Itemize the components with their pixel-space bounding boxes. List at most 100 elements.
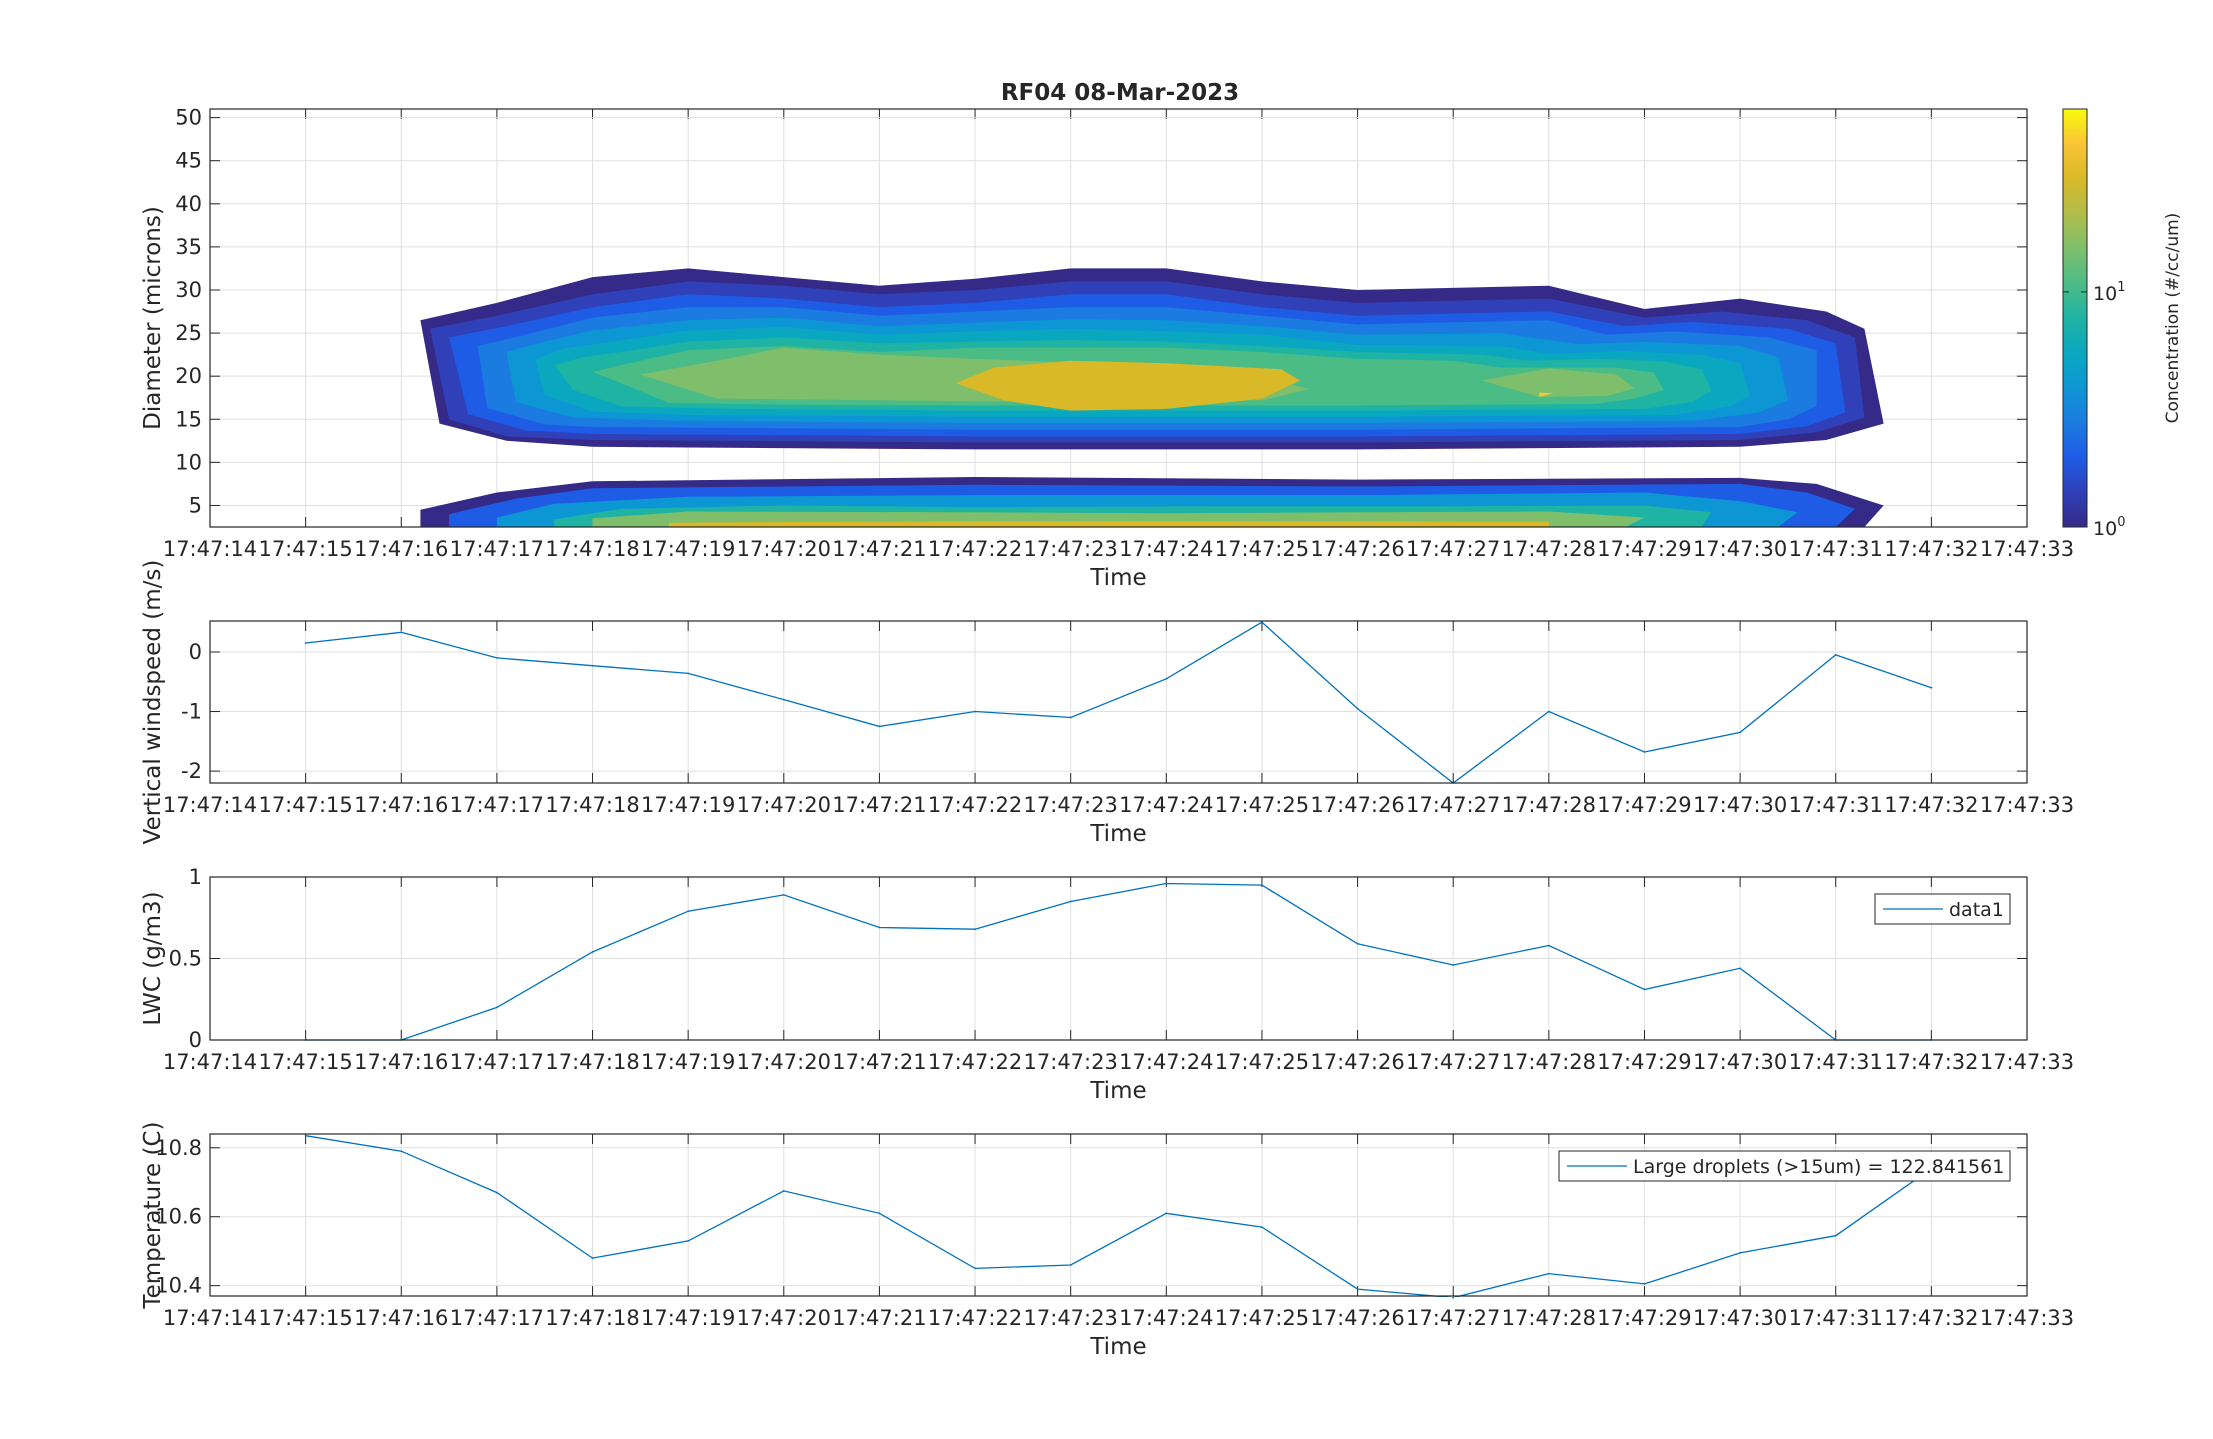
x-tick-label: 17:47:18 [545,793,639,817]
data-point [1739,967,1741,970]
data-point [687,910,690,913]
x-tick-label: 17:47:20 [737,1050,831,1074]
x-tick-label: 17:47:14 [163,537,257,561]
x-tick-label: 17:47:24 [1119,537,1213,561]
contour-level-12 [1539,392,1554,397]
legend-box [1558,1150,2011,1182]
panel-3: 17:47:14 17:47:15 17:47:16 17:47:17 17:47:18… [140,865,2074,1104]
data-point [496,1006,498,1009]
x-axis-label: Time [1089,1078,1146,1104]
data-point [304,642,307,644]
x-tick-label: 17:47:33 [1980,793,2074,817]
x-tick-label: 17:47:18 [545,1050,639,1074]
data-point [878,725,881,728]
data-point [1452,1296,1455,1299]
data-point [1739,1252,1741,1254]
x-tick-label: 17:47:31 [1789,1306,1883,1330]
data-point [1261,1226,1263,1228]
axes-box [209,1133,2028,1297]
y-tick-label: 25 [175,321,202,345]
x-tick-label: 17:47:17 [450,537,544,561]
legend-label: Large droplets (>15um) = 122.841561 [1633,1156,2004,1178]
data-point [1452,964,1455,966]
y-tick-label: 10.8 [155,1136,202,1160]
x-tick-label: 17:47:24 [1119,793,1213,817]
x-tick-label: 17:47:27 [1406,793,1500,817]
x-tick-label: 17:47:31 [1789,1050,1883,1074]
x-tick-label: 17:47:33 [1980,537,2074,561]
x-tick-label: 17:47:30 [1693,1306,1787,1330]
x-tick-label: 17:47:18 [545,1306,639,1330]
data-point [1261,621,1263,624]
x-tick-label: 17:47:19 [641,1306,735,1330]
y-tick-label: -2 [181,759,202,783]
x-tick-label: 17:47:30 [1693,793,1787,817]
data-point [782,1190,785,1192]
x-tick-label: 17:47:25 [1215,793,1309,817]
y-axis-label: Temperature (C) [140,1121,166,1309]
data-point [1834,654,1837,656]
data-point [1547,1272,1550,1275]
panel-4: 17:47:14 17:47:15 17:47:16 17:47:17 17:47:18… [140,1121,2074,1360]
x-tick-label: 17:47:29 [1597,1050,1691,1074]
y-tick-label: 0.5 [169,947,202,971]
y-tick-label: 1 [189,865,202,889]
x-tick-label: 17:47:19 [641,537,735,561]
x-tick-label: 17:47:21 [832,1306,926,1330]
x-tick-label: 17:47:27 [1406,1306,1500,1330]
x-tick-label: 17:47:18 [545,537,639,561]
x-tick-label: 17:47:29 [1597,1306,1691,1330]
legend-label: data1 [1949,899,2004,921]
data-point [1643,988,1646,991]
x-tick-label: 17:47:28 [1502,793,1596,817]
x-tick-label: 17:47:29 [1597,537,1691,561]
plot-area [210,621,2027,783]
data-point [1356,707,1359,710]
x-tick-label: 17:47:19 [641,793,735,817]
data-point [1165,1212,1168,1215]
x-tick-label: 17:47:25 [1215,1306,1309,1330]
x-tick-label: 17:47:17 [450,1306,544,1330]
x-tick-label: 17:47:15 [258,793,352,817]
x-tick-label: 17:47:24 [1119,1050,1213,1074]
data-point [591,664,594,667]
y-tick-label: 0 [189,640,202,664]
data-point [1069,900,1072,903]
y-tick-label: 45 [175,149,202,173]
data-point [687,1240,690,1242]
y-tick-label: 50 [175,106,202,130]
x-tick-label: 17:47:28 [1502,1306,1596,1330]
x-tick-label: 17:47:23 [1024,793,1118,817]
x-tick-label: 17:47:15 [258,537,352,561]
x-tick-label: 17:47:27 [1406,537,1500,561]
data-point [496,657,498,659]
x-tick-label: 17:47:22 [928,1050,1022,1074]
plots: 17:47:14 17:47:15 17:47:16 17:47:17 17:47:18… [140,106,2183,1360]
x-tick-label: 17:47:26 [1310,1306,1404,1330]
x-tick-label: 17:47:16 [354,793,448,817]
y-tick-label: 0 [189,1028,202,1052]
x-tick-label: 17:47:33 [1980,1306,2074,1330]
x-tick-label: 17:47:30 [1693,1050,1787,1074]
x-tick-label: 17:47:16 [354,1306,448,1330]
x-tick-label: 17:47:20 [737,793,831,817]
contour-level-11 [955,360,1301,411]
data-point [591,1257,594,1259]
x-tick-label: 17:47:21 [832,537,926,561]
x-tick-label: 17:47:26 [1310,1050,1404,1074]
data-point [974,928,976,931]
data-point [974,1267,976,1270]
x-tick-label: 17:47:22 [928,793,1022,817]
panel-2: 17:47:14 17:47:15 17:47:16 17:47:17 17:47:18… [140,560,2074,847]
data-point [1069,1264,1072,1266]
data-point [304,1134,307,1137]
x-tick-label: 17:47:21 [832,793,926,817]
x-tick-label: 17:47:23 [1024,1306,1118,1330]
data-point [974,710,976,713]
x-axis-label: Time [1089,1334,1146,1360]
contour-level-11-low [669,521,1549,527]
x-tick-label: 17:47:16 [354,537,448,561]
data-point [1739,731,1741,734]
colorbar-tick-label: 101 [2093,280,2125,305]
x-tick-label: 17:47:28 [1502,537,1596,561]
